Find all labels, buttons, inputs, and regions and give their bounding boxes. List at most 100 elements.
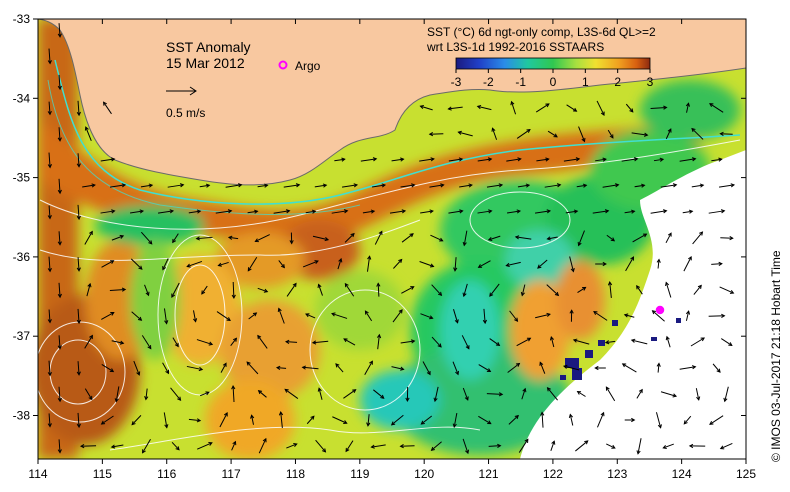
velocity-vector bbox=[448, 210, 463, 214]
velocity-vector-head bbox=[370, 444, 375, 449]
velocity-vector bbox=[332, 416, 347, 424]
velocity-vector bbox=[492, 128, 498, 140]
velocity-vector-head bbox=[482, 319, 488, 325]
velocity-vector bbox=[546, 284, 559, 296]
velocity-vector-head bbox=[662, 209, 668, 214]
velocity-vector bbox=[77, 412, 80, 428]
velocity-vector-head bbox=[688, 255, 692, 261]
velocity-vector bbox=[199, 184, 210, 188]
velocity-vector bbox=[199, 391, 210, 397]
velocity-vector-head bbox=[119, 340, 125, 345]
velocity-vector bbox=[483, 308, 486, 324]
velocity-vector bbox=[575, 440, 589, 452]
velocity-vector bbox=[278, 308, 285, 324]
velocity-vector-head bbox=[600, 111, 605, 116]
velocity-vector-head bbox=[138, 265, 143, 270]
velocity-vector bbox=[420, 313, 433, 319]
velocity-vector-head bbox=[465, 449, 470, 455]
velocity-vector bbox=[58, 178, 61, 194]
velocity-vector-head bbox=[691, 127, 696, 133]
velocity-vector-head bbox=[602, 261, 607, 267]
velocity-vector bbox=[109, 184, 126, 188]
velocity-vector-head bbox=[76, 319, 81, 325]
velocity-vector-head bbox=[468, 183, 473, 188]
velocity-vector bbox=[563, 158, 580, 162]
latitude-axis: -33-34-35-36-37-38 bbox=[13, 12, 746, 423]
velocity-vector bbox=[711, 158, 722, 162]
velocity-vector bbox=[187, 260, 203, 268]
velocity-vector bbox=[718, 184, 735, 188]
velocity-vector bbox=[534, 210, 551, 214]
velocity-vector-head bbox=[378, 230, 383, 235]
velocity-vector bbox=[312, 340, 329, 344]
velocity-vector bbox=[624, 314, 635, 318]
velocity-vector bbox=[157, 210, 174, 214]
velocity-vector-head bbox=[369, 360, 373, 365]
velocity-vector bbox=[286, 443, 297, 449]
velocity-vector bbox=[507, 363, 520, 373]
velocity-vector bbox=[58, 282, 61, 298]
velocity-vector-head bbox=[121, 183, 127, 188]
velocity-vector bbox=[225, 184, 242, 188]
velocity-vector-head bbox=[252, 312, 258, 317]
product-line-2: wrt L3S-1d 1992-2016 SSTAARS bbox=[426, 40, 604, 54]
velocity-vector-head bbox=[524, 438, 529, 443]
velocity-vector-head bbox=[540, 411, 545, 416]
velocity-vector bbox=[631, 339, 648, 345]
velocity-vector-head bbox=[672, 393, 678, 398]
velocity-vector-head bbox=[227, 209, 233, 214]
velocity-vector-head bbox=[192, 318, 198, 323]
velocity-vector-head bbox=[208, 341, 214, 346]
velocity-vector-head bbox=[495, 342, 501, 347]
velocity-vector-head bbox=[103, 101, 107, 106]
velocity-vector-head bbox=[57, 85, 62, 91]
velocity-vector-head bbox=[410, 286, 415, 290]
velocity-vector bbox=[518, 439, 529, 453]
velocity-vector bbox=[77, 361, 80, 375]
velocity-vector-head bbox=[47, 371, 52, 377]
velocity-vector bbox=[101, 260, 114, 268]
imos-credit: © IMOS 03-Jul-2017 21:18 Hobart Time bbox=[769, 250, 783, 462]
velocity-vector-head bbox=[453, 267, 458, 272]
velocity-vector-head bbox=[584, 440, 589, 445]
colorbar: -3 -2 -1 0 1 2 3 bbox=[451, 57, 654, 89]
velocity-vector bbox=[462, 387, 469, 401]
velocity-vector bbox=[100, 158, 115, 162]
velocity-vector-head bbox=[217, 262, 222, 267]
velocity-vector-head bbox=[292, 282, 297, 288]
velocity-vector bbox=[58, 335, 61, 349]
velocity-vector bbox=[488, 235, 501, 241]
velocity-vector bbox=[691, 128, 704, 140]
velocity-vector bbox=[331, 210, 348, 214]
velocity-vector bbox=[454, 257, 457, 271]
velocity-vector bbox=[48, 101, 51, 115]
velocity-vector bbox=[625, 103, 634, 113]
velocity-vector bbox=[547, 236, 558, 240]
velocity-vector-head bbox=[352, 389, 357, 394]
velocity-vector bbox=[541, 412, 544, 428]
velocity-vector bbox=[84, 231, 93, 245]
velocity-vector-head bbox=[545, 103, 550, 108]
colorbar-tick-label: -2 bbox=[483, 75, 494, 89]
velocity-vector-head bbox=[401, 209, 407, 214]
velocity-vector-head bbox=[139, 209, 145, 214]
velocity-vector bbox=[577, 287, 586, 293]
velocity-vector-head bbox=[489, 292, 494, 297]
velocity-vector bbox=[280, 411, 283, 429]
velocity-vector-head bbox=[380, 394, 385, 399]
velocity-vector bbox=[634, 184, 645, 188]
velocity-vector-head bbox=[522, 387, 527, 393]
velocity-vector bbox=[84, 335, 93, 349]
velocity-vector bbox=[516, 337, 531, 347]
velocity-vector-head bbox=[476, 104, 482, 110]
velocity-vector-head bbox=[136, 371, 141, 376]
velocity-vector bbox=[709, 103, 724, 113]
velocity-vector-head bbox=[208, 441, 213, 446]
velocity-vector-head bbox=[88, 395, 93, 401]
velocity-vector-head bbox=[691, 365, 697, 370]
velocity-vector-head bbox=[662, 444, 667, 449]
velocity-vector bbox=[100, 210, 115, 214]
velocity-vector-head bbox=[142, 449, 146, 454]
velocity-vector-head bbox=[148, 240, 153, 245]
velocity-vector-head bbox=[179, 183, 185, 188]
